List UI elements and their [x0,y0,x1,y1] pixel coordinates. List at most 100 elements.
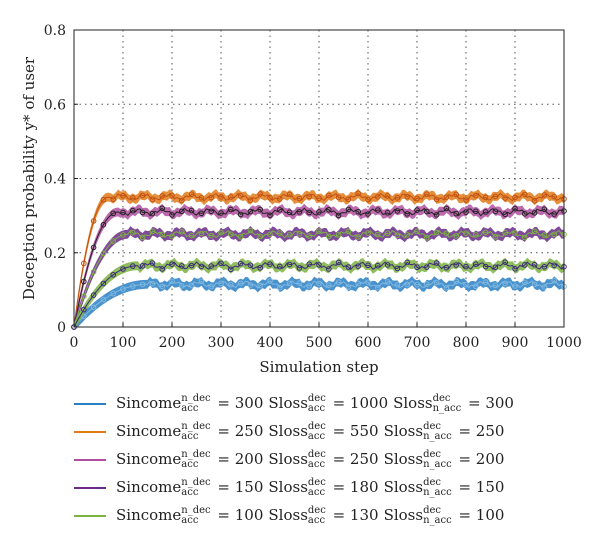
series-marker [512,230,518,236]
legend-swatch [74,403,106,405]
series-marker [286,209,293,216]
series-marker [120,266,126,272]
series-marker [512,283,518,289]
series-marker [169,192,175,199]
sup-sub: dec acc [307,393,326,414]
series-marker [492,233,499,240]
series-marker [463,230,469,236]
legend-label: Sincome n_dec acc = 100 Sloss dec acc = 130 Sl… [116,505,505,526]
sup-sub: dec n_acc [423,421,452,442]
legend-label: Sincome n_dec acc = 300 Sloss dec acc = 1000 S… [116,393,514,414]
series-line [73,261,565,328]
series-marker [218,229,224,236]
series-marker [512,266,518,272]
series-line [73,207,565,328]
series-marker [394,265,401,272]
series-marker [247,227,254,234]
series-marker [169,278,175,284]
series-marker [335,194,342,201]
series-marker [267,231,273,238]
series-marker [355,190,362,197]
legend-label: Sincome n_dec acc = 250 Sloss dec acc = 550 Sl… [116,421,505,442]
series-marker [247,282,254,288]
series-marker [100,250,107,257]
series-marker [159,205,165,212]
series-marker [139,281,146,288]
series-marker [424,191,430,197]
series-marker [375,231,381,238]
sup-sub: n_dec acc [181,477,211,498]
series-marker [531,281,538,288]
series-marker [502,259,509,266]
series-marker [394,208,401,214]
series-marker [433,212,440,218]
series-marker [257,282,264,289]
series-marker [90,292,97,298]
series-marker [247,197,254,203]
series-marker [414,281,420,288]
series-marker [296,230,303,237]
series-marker [482,209,489,215]
series-marker [188,282,195,289]
series-marker [531,261,538,268]
series-marker [365,279,371,286]
series-marker [277,284,283,291]
series-marker [335,231,342,238]
series-marker [218,194,224,200]
series-marker [541,206,548,213]
series-marker [237,233,244,240]
series-marker [404,281,411,288]
series-marker [404,211,411,217]
series-marker [375,194,381,200]
series-marker [453,262,460,268]
legend-label: Sincome n_dec acc = 200 Sloss dec acc = 250 Sl… [116,449,505,470]
series-marker [81,306,87,313]
sup-sub: n_dec acc [181,449,211,470]
series-marker [541,232,548,238]
series-marker [384,262,391,268]
series-marker [365,262,371,269]
series-marker [237,260,244,267]
series-marker [335,279,342,286]
y-tick-label: 0.6 [44,97,66,113]
series-marker [404,193,411,200]
series-marker [522,234,528,241]
series-marker [522,191,528,198]
series-marker [345,196,352,203]
series-marker [394,232,401,238]
series-marker [375,284,381,291]
series-marker [316,209,322,215]
legend-swatch [74,487,106,489]
series-marker [512,194,518,201]
series-marker [139,263,146,269]
series-marker [316,280,322,287]
x-tick-label: 500 [306,335,333,351]
series-marker [345,206,352,213]
series-marker [375,262,381,269]
series-marker [149,210,156,217]
series-marker [414,228,420,235]
series-marker [443,264,450,271]
series-marker [198,263,205,270]
series-marker [208,232,214,239]
series-marker [257,265,264,271]
series-marker [424,234,430,241]
series-marker [531,197,538,204]
x-axis-label: Simulation step [259,358,378,376]
series-marker [306,193,313,200]
series-marker [433,279,440,286]
sup-sub: dec acc [307,505,326,526]
sup-sub: dec n_acc [423,505,452,526]
series-marker [90,304,97,311]
series-marker [316,262,322,268]
series-marker [473,232,479,238]
series-marker [482,279,489,286]
series-marker [237,280,244,287]
series-marker [492,264,499,271]
series-marker [541,263,548,270]
series-marker [326,282,332,288]
series-marker [120,209,126,216]
series-marker [335,259,342,266]
series-marker [208,263,214,269]
series-marker [218,260,224,267]
